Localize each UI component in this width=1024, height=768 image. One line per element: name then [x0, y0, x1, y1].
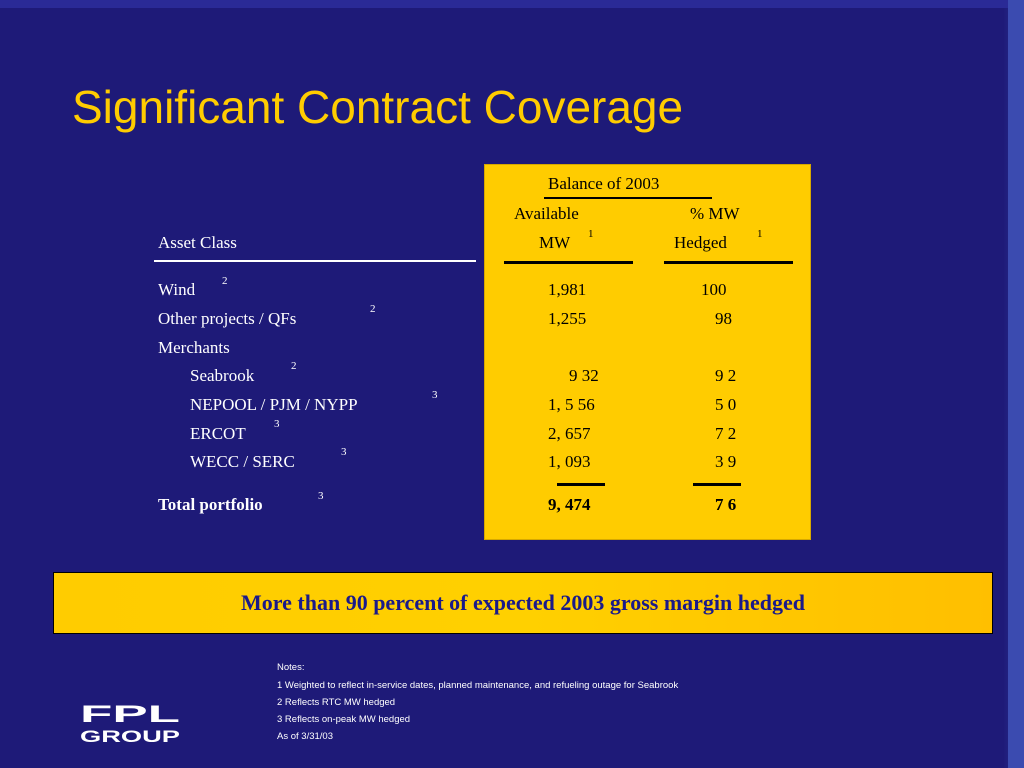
note-3: 3 Reflects on-peak MW hedged — [277, 714, 411, 725]
mw-header-line2: MW — [539, 233, 571, 252]
row-sup-seabrook: 2 — [291, 360, 297, 372]
period-underline — [544, 197, 712, 199]
row-mw-wecc: 1, 093 — [548, 452, 591, 471]
note-as-of: As of 3/31/03 — [277, 731, 333, 742]
asset-class-underline — [154, 260, 476, 262]
note-2: 2 Reflects RTC MW hedged — [277, 697, 396, 708]
mw-header-underline — [504, 261, 633, 264]
row-mw-wind: 1,981 — [548, 280, 587, 299]
row-label-ercot: ERCOT — [190, 424, 246, 443]
row-sup-wind: 2 — [222, 275, 228, 287]
pct-header-line2: Hedged — [674, 233, 727, 252]
total-label: Total portfolio — [158, 495, 263, 514]
row-sup-wecc: 3 — [341, 446, 347, 458]
row-sup-ercot: 3 — [274, 418, 280, 430]
mw-header-sup: 1 — [588, 228, 594, 240]
summary-banner-text: More than 90 percent of expected 2003 gr… — [241, 590, 805, 615]
row-mw-ercot: 2, 657 — [548, 424, 591, 443]
right-band — [1008, 0, 1024, 768]
row-pct-ercot: 7 2 — [715, 424, 737, 443]
notes-heading: Notes: — [277, 662, 305, 673]
logo-line2: GROUP — [80, 727, 180, 744]
row-mw-other-projects: 1,255 — [548, 309, 587, 328]
row-label-wecc: WECC / SERC — [190, 452, 295, 471]
total-mw-rule — [557, 483, 605, 486]
page-title: Significant Contract Coverage — [72, 81, 684, 133]
row-label-wind: Wind — [158, 280, 196, 299]
total-mw: 9, 474 — [548, 495, 591, 514]
row-pct-seabrook: 9 2 — [715, 366, 737, 385]
row-sup-nepool: 3 — [432, 389, 438, 401]
mw-header-line1: Available — [514, 204, 579, 223]
asset-class-header: Asset Class — [158, 233, 237, 252]
total-sup: 3 — [318, 490, 324, 502]
row-label-other-projects: Other projects / QFs — [158, 309, 297, 328]
highlight-box — [484, 164, 811, 540]
row-sup-other-projects: 2 — [370, 303, 376, 315]
row-pct-wind: 100 — [701, 280, 727, 299]
total-pct-rule — [693, 483, 741, 486]
row-pct-wecc: 3 9 — [715, 452, 737, 471]
pct-header-sup: 1 — [757, 228, 763, 240]
row-label-merchants: Merchants — [158, 338, 230, 357]
total-pct: 7 6 — [715, 495, 737, 514]
row-pct-other-projects: 98 — [715, 309, 732, 328]
pct-header-underline — [664, 261, 793, 264]
summary-banner: More than 90 percent of expected 2003 gr… — [53, 572, 993, 634]
row-pct-nepool: 5 0 — [715, 395, 737, 414]
pct-header-line1: % MW — [690, 204, 740, 223]
row-label-seabrook: Seabrook — [190, 366, 255, 385]
fpl-group-logo: FPL GROUP — [80, 701, 180, 744]
period-header: Balance of 2003 — [548, 174, 660, 193]
top-band — [0, 0, 1024, 8]
row-label-nepool: NEPOOL / PJM / NYPP — [190, 395, 358, 414]
logo-line1: FPL — [80, 701, 180, 728]
row-mw-nepool: 1, 5 56 — [548, 395, 595, 414]
note-1: 1 Weighted to reflect in-service dates, … — [277, 680, 679, 691]
row-mw-seabrook: 9 32 — [569, 366, 599, 385]
